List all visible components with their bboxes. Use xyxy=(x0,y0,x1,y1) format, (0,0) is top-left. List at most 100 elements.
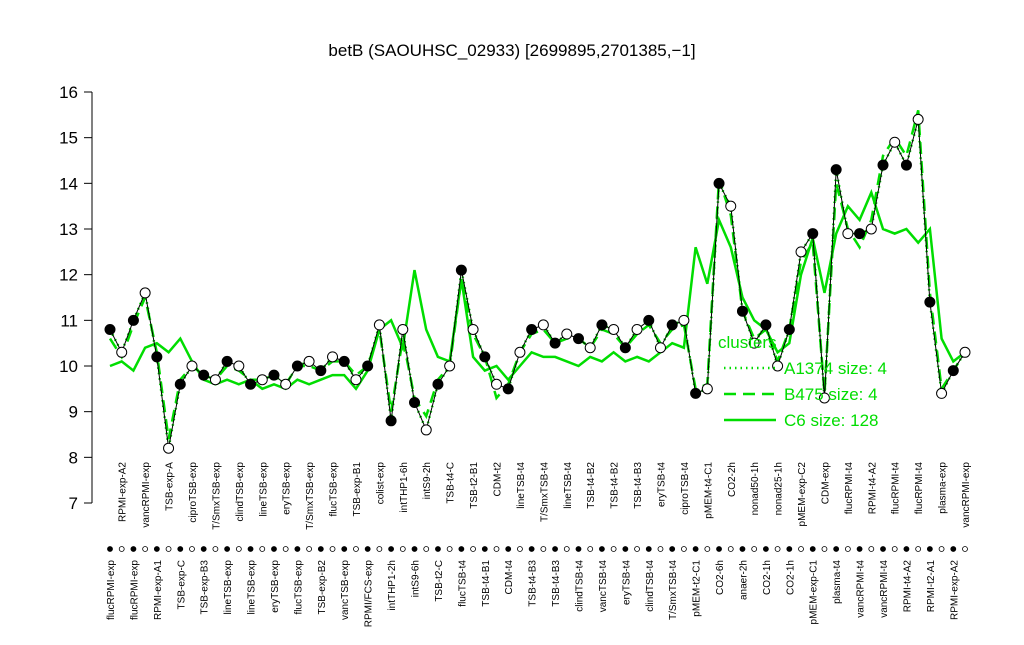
data-point xyxy=(127,314,139,326)
cluster-dot xyxy=(317,546,324,552)
data-point xyxy=(491,378,503,390)
x-tick-label: TSB-t4-B3 xyxy=(528,560,539,607)
x-tick-label: flucRPMI-exp xyxy=(129,560,140,620)
cluster-dot xyxy=(622,546,629,552)
y-tick-label: 15 xyxy=(59,129,78,148)
data-point xyxy=(315,365,327,377)
data-point xyxy=(690,387,702,399)
cluster-dot xyxy=(107,546,113,552)
cluster-dot xyxy=(880,546,886,552)
cluster-dot xyxy=(575,546,582,552)
data-point xyxy=(795,246,807,258)
data-point xyxy=(830,164,842,176)
cluster-dot xyxy=(868,546,875,552)
x-tick-label: CO2-1h xyxy=(762,560,773,595)
x-tick-label: lineTSB-exp xyxy=(258,462,269,517)
x-tick-label: CO2-6h xyxy=(715,560,726,595)
cluster-dot xyxy=(528,546,535,552)
data-point xyxy=(209,374,221,386)
x-tick-label: vancTSB-t4 xyxy=(598,560,609,613)
cluster-dot xyxy=(903,546,910,552)
x-tick-label: clindTSB-t4 xyxy=(574,560,585,612)
data-point xyxy=(678,314,690,326)
data-point xyxy=(151,351,163,363)
cluster-dot xyxy=(446,546,453,552)
cluster-dot xyxy=(798,546,804,552)
cluster-dot xyxy=(282,546,289,552)
cluster-dot xyxy=(540,546,547,552)
data-point xyxy=(139,287,151,299)
data-point xyxy=(608,323,620,335)
data-point xyxy=(385,415,397,427)
data-point xyxy=(713,177,725,189)
cluster-dot xyxy=(399,546,406,552)
cluster-dot xyxy=(762,546,769,552)
cluster-dot xyxy=(552,546,558,552)
x-tick-label: vancRPMI-t4 xyxy=(856,560,867,618)
x-tick-label: RPMI-t4-A2 xyxy=(902,560,913,613)
data-point xyxy=(619,342,631,354)
data-point xyxy=(783,323,795,335)
cluster-dot xyxy=(669,546,676,552)
data-point xyxy=(502,383,514,395)
x-tick-label: lineTSB-t4 xyxy=(563,462,574,509)
x-tick-label: TSB-exp-C xyxy=(176,560,187,609)
legend-label: C6 size: 128 xyxy=(784,411,879,430)
data-point xyxy=(163,442,175,454)
cluster-dot xyxy=(833,546,840,552)
x-tick-label: eryTSB-exp xyxy=(270,560,281,613)
data-point xyxy=(889,136,901,148)
cluster-dot xyxy=(376,546,383,552)
x-tick-label: CDM-t2 xyxy=(493,462,504,497)
data-point xyxy=(772,360,784,372)
x-tick-label: TSB-t4-B3 xyxy=(551,560,562,607)
x-tick-label: TSB-exp-B2 xyxy=(317,560,328,615)
x-tick-label: intTHP1-6h xyxy=(399,462,410,513)
cluster-dot xyxy=(200,546,207,552)
data-point xyxy=(432,378,444,390)
x-tick-label: flucRPMI-t4 xyxy=(914,462,925,515)
cluster-dot xyxy=(458,546,465,552)
x-tick-label: intTHP1-2h xyxy=(387,560,398,611)
x-tick-label: TSB-t2-C xyxy=(434,560,445,602)
cluster-dot xyxy=(634,546,640,552)
data-point xyxy=(936,387,948,399)
x-tick-label: eryTSB-t4 xyxy=(656,462,667,507)
cluster-dot xyxy=(926,546,933,552)
data-point xyxy=(572,333,584,345)
cluster-dot xyxy=(341,546,348,552)
data-point xyxy=(256,374,268,386)
x-tick-label: nonad50-1h xyxy=(750,462,761,515)
cluster-dot xyxy=(470,546,476,552)
data-point xyxy=(760,319,772,331)
cluster-dot xyxy=(177,546,184,552)
data-point xyxy=(526,323,538,335)
y-tick-label: 11 xyxy=(60,311,78,330)
data-point xyxy=(303,355,315,367)
data-point xyxy=(467,323,479,335)
x-tick-label: flucTSB-exp xyxy=(329,462,340,517)
cluster-dot xyxy=(610,546,617,552)
x-tick-label: clindTSB-exp xyxy=(235,462,246,522)
x-tick-label: colist-exp xyxy=(375,462,386,505)
x-tick-label: CDM-exp xyxy=(820,462,831,505)
x-tick-label: RPMI-exp-A1 xyxy=(153,560,164,620)
x-tick-label: pMEM-exp-C2 xyxy=(797,462,808,527)
cluster-dot xyxy=(856,546,863,552)
x-tick-label: TSB-t4-C xyxy=(446,462,457,504)
y-tick-label: 16 xyxy=(59,83,78,102)
data-point xyxy=(373,319,385,331)
cluster-dot xyxy=(165,546,172,552)
data-point xyxy=(327,351,339,363)
data-point xyxy=(362,360,374,372)
data-point xyxy=(338,355,350,367)
x-tick-label: lineTSB-exp xyxy=(247,560,258,615)
data-point xyxy=(877,159,889,171)
cluster-dot xyxy=(153,546,160,552)
data-point xyxy=(584,342,596,354)
x-tick-label: anaer-2h xyxy=(738,560,749,600)
x-tick-label: plasma-t4 xyxy=(832,560,843,604)
x-tick-label: CO2-1h xyxy=(785,560,796,595)
y-tick-label: 10 xyxy=(59,357,78,376)
